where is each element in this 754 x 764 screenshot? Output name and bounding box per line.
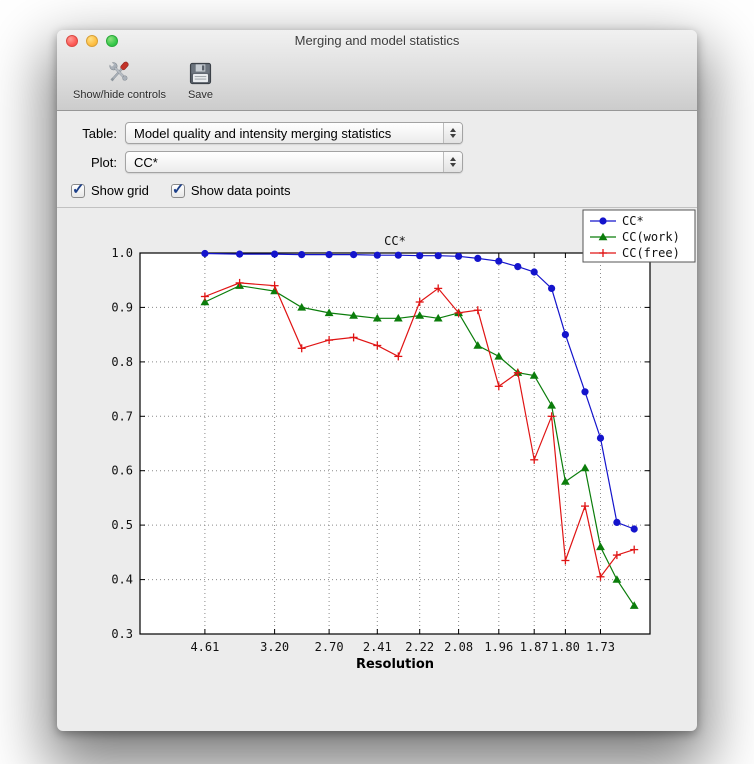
svg-text:2.22: 2.22: [405, 640, 434, 654]
checkbox-box: ✓: [71, 181, 85, 198]
svg-text:1.0: 1.0: [111, 246, 133, 260]
table-row: Table: Model quality and intensity mergi…: [71, 122, 697, 144]
show-grid-checkbox[interactable]: ✓ Show grid: [71, 181, 149, 198]
plot-dropdown-value: CC*: [134, 154, 158, 170]
svg-text:1.87: 1.87: [520, 640, 549, 654]
zoom-button[interactable]: [106, 35, 118, 47]
svg-text:CC*: CC*: [384, 234, 406, 248]
show-data-points-label: Show data points: [190, 183, 291, 198]
checkbox-row: ✓ Show grid ✓ Show data points: [71, 181, 697, 198]
plot-label: Plot:: [90, 154, 117, 170]
window-title: Merging and model statistics: [294, 33, 460, 48]
divider: [57, 207, 697, 208]
svg-text:CC*: CC*: [622, 214, 644, 228]
svg-text:0.5: 0.5: [111, 518, 133, 532]
svg-text:0.3: 0.3: [111, 627, 133, 641]
check-icon: ✓: [72, 180, 85, 198]
table-dropdown-value: Model quality and intensity merging stat…: [134, 125, 392, 141]
plot-dropdown[interactable]: CC*: [125, 151, 463, 173]
save-button[interactable]: Save: [180, 55, 221, 103]
svg-text:0.7: 0.7: [111, 409, 133, 423]
svg-text:1.96: 1.96: [484, 640, 513, 654]
check-icon: ✓: [171, 180, 185, 198]
tools-icon: [104, 57, 134, 89]
svg-text:2.41: 2.41: [363, 640, 392, 654]
app-window: Merging and model statistics: [57, 30, 697, 731]
svg-text:1.80: 1.80: [551, 640, 580, 654]
checkbox-box: ✓: [170, 181, 185, 198]
plot-row: Plot: CC*: [71, 151, 697, 173]
dropdown-arrows-icon: [443, 152, 462, 172]
svg-text:0.8: 0.8: [111, 355, 133, 369]
toolbar-item-label: Save: [187, 89, 214, 101]
svg-text:0.9: 0.9: [111, 300, 133, 314]
show-data-points-checkbox[interactable]: ✓ Show data points: [170, 181, 291, 198]
svg-text:Resolution: Resolution: [356, 657, 434, 672]
svg-text:CC(work): CC(work): [622, 230, 680, 244]
svg-text:CC(free): CC(free): [622, 246, 680, 260]
plot-canvas: 4.61 3.20 2.70 2.41 2.22 2.08 1.96 1.87 1.80 1.73…: [111, 209, 696, 672]
svg-text:2.70: 2.70: [315, 640, 344, 654]
close-button[interactable]: [66, 35, 78, 47]
svg-text:4.61: 4.61: [190, 640, 219, 654]
show-grid-label: Show grid: [91, 183, 149, 198]
svg-text:3.20: 3.20: [260, 640, 289, 654]
svg-text:0.4: 0.4: [111, 573, 133, 587]
traffic-lights: [66, 35, 118, 47]
svg-text:2.08: 2.08: [444, 640, 473, 654]
toolbar-item-label: Show/hide controls: [73, 89, 166, 101]
title-bar[interactable]: Merging and model statistics: [57, 30, 697, 52]
window-chrome: Merging and model statistics: [57, 30, 697, 111]
control-panel: Table: Model quality and intensity mergi…: [57, 111, 697, 198]
table-label: Table:: [82, 125, 117, 141]
minimize-button[interactable]: [86, 35, 98, 47]
show-hide-controls-button[interactable]: Show/hide controls: [65, 55, 174, 103]
svg-text:1.73: 1.73: [586, 640, 615, 654]
table-dropdown[interactable]: Model quality and intensity merging stat…: [125, 122, 463, 144]
save-icon: [188, 57, 213, 89]
toolbar: Show/hide controls Save: [57, 52, 697, 103]
dropdown-arrows-icon: [443, 123, 462, 143]
svg-text:0.6: 0.6: [111, 464, 133, 478]
